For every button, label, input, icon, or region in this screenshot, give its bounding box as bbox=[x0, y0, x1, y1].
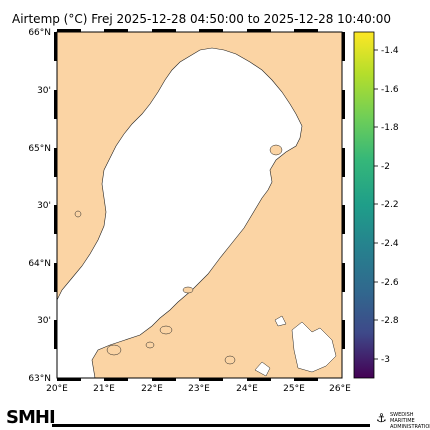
lat-label: 64°N bbox=[28, 259, 51, 269]
anchor-icon: ⚓ bbox=[376, 411, 387, 425]
lon-label: 20°E bbox=[46, 384, 68, 394]
lon-label: 22°E bbox=[141, 384, 163, 394]
colorbar-tick-label: -2 bbox=[381, 162, 390, 172]
lat-label: 66°N bbox=[28, 28, 51, 38]
map-title: Airtemp (°C) Frej 2025-12-28 04:50:00 to… bbox=[12, 12, 392, 26]
lon-label: 26°E bbox=[329, 384, 351, 394]
colorbar-tick-label: -1.6 bbox=[381, 85, 399, 95]
lon-label: 21°E bbox=[93, 384, 115, 394]
map-frame bbox=[54, 29, 345, 381]
colorbar-tick-label: -2.6 bbox=[381, 278, 399, 288]
lat-label: 30' bbox=[37, 316, 51, 326]
colorbar-tick-label: -3 bbox=[381, 355, 390, 365]
smhi-logo: SMHI bbox=[6, 407, 56, 428]
colorbar-ticks bbox=[374, 49, 378, 360]
colorbar-tick-label: -2.2 bbox=[381, 200, 399, 210]
lat-label: 30' bbox=[37, 86, 51, 96]
sea-area bbox=[57, 47, 337, 378]
lat-label: 30' bbox=[37, 201, 51, 211]
colorbar-tick-label: -1.8 bbox=[381, 123, 399, 133]
lon-label: 24°E bbox=[236, 384, 258, 394]
org-line-2: ADMINISTRATION bbox=[390, 424, 430, 430]
maritime-administration-logo: SWEDISH MARITIME ADMINISTRATION bbox=[390, 412, 430, 430]
colorbar bbox=[353, 31, 375, 379]
lon-label: 25°E bbox=[283, 384, 305, 394]
colorbar-tick-label: -1.4 bbox=[381, 46, 399, 56]
footer-divider bbox=[52, 424, 370, 427]
lon-label: 23°E bbox=[188, 384, 210, 394]
lat-label: 63°N bbox=[28, 374, 51, 384]
colorbar-tick-label: -2.4 bbox=[381, 239, 399, 249]
colorbar-tick-label: -2.8 bbox=[381, 316, 399, 326]
org-line-1: SWEDISH MARITIME bbox=[390, 412, 415, 424]
lat-label: 65°N bbox=[28, 144, 51, 154]
